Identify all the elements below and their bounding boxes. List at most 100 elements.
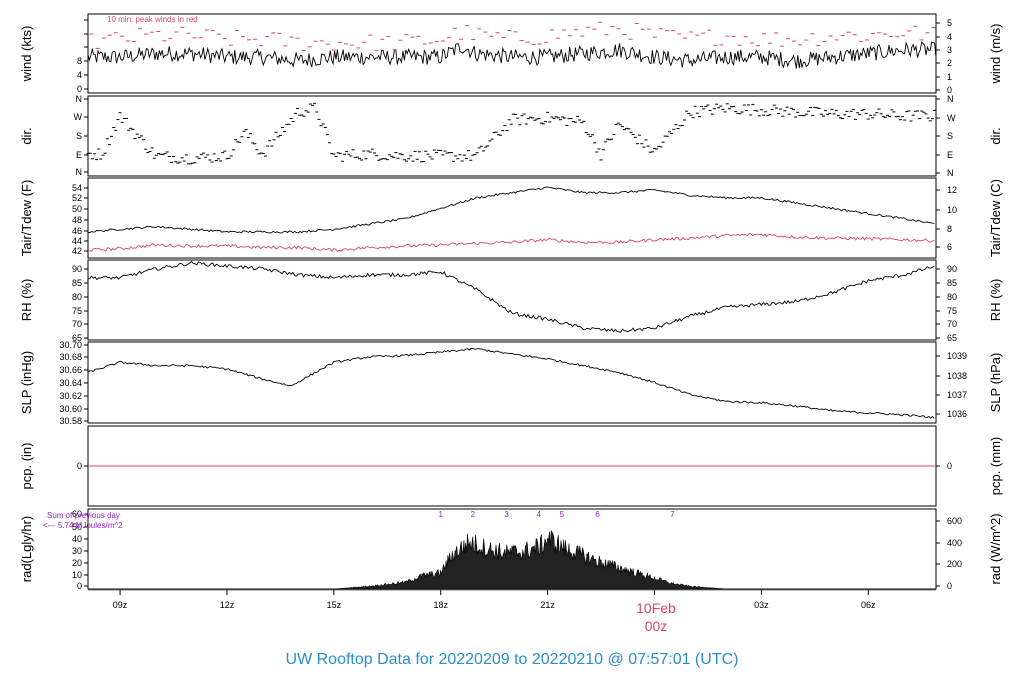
temp-left-tick-label: 54 (72, 183, 82, 193)
time-tick-label: 21z (540, 600, 555, 610)
dir-right-tick-label: N (947, 94, 954, 104)
rh-left-tick-label: 65 (72, 333, 82, 343)
time-axis: 09z 12z 15z 18z 21z 03z 06z (88, 589, 936, 610)
rh-ylabel-right: RH (%) (988, 279, 1003, 322)
wind-left-tick-label: 8 (77, 56, 82, 66)
hour-mark-label: 7 (670, 510, 675, 519)
rh-right-tick-label: 75 (947, 306, 957, 316)
temp-left-tick-label: 52 (72, 193, 82, 203)
rad-left-tick-label: 50 (72, 522, 82, 532)
rh-right-tick-label: 70 (947, 319, 957, 329)
rh-ylabel-left: RH (%) (19, 279, 34, 322)
time-tick-label: 15z (327, 600, 342, 610)
dir-left-tick-label: S (76, 131, 82, 141)
rad-note-line1: Sum of previous day (47, 511, 120, 520)
hour-mark-label: 3 (504, 510, 509, 519)
slp-left-tick-label: 30.64 (59, 378, 82, 388)
date-sub-label: 00z (645, 618, 668, 634)
wind-left-tick-label: 0 (77, 84, 82, 94)
pcp-ylabel-left: pcp. (in) (19, 443, 34, 490)
time-tick-label: 06z (861, 600, 876, 610)
temp-left-tick-label: 44 (72, 236, 82, 246)
temp-ylabel-left: Tair/Tdew (F) (19, 180, 34, 257)
temp-left-tick-label: 46 (72, 226, 82, 236)
pressure-line (87, 347, 935, 419)
rh-right-tick-label: 80 (947, 292, 957, 302)
rad-right-tick-label: 400 (947, 538, 962, 548)
rad-left-tick-label: 30 (72, 546, 82, 556)
slp-left-tick-label: 30.60 (59, 404, 82, 414)
wind-right-tick-label: 3 (947, 45, 952, 55)
air-temperature-line (87, 186, 935, 234)
slp-right-tick-label: 1036 (947, 409, 967, 419)
dir-left-tick-label: W (74, 112, 83, 122)
rad-right-tick-label: 200 (947, 559, 962, 569)
rh-right-tick-label: 90 (947, 264, 957, 274)
rh-frame (87, 259, 937, 341)
time-tick-label: 18z (433, 600, 448, 610)
rad-right-tick-label: 600 (947, 516, 962, 526)
dewpoint-line (87, 233, 935, 253)
temp-ylabel-right: Tair/Tdew (C) (988, 179, 1003, 257)
dir-left-tick-label: N (76, 94, 83, 104)
slp-panel: 30.58 30.60 30.62 30.64 30.66 30.68 30.70 1036 1… (19, 340, 1003, 426)
rh-right-tick-label: 65 (947, 333, 957, 343)
relative-humidity-line (87, 260, 935, 333)
dir-left-tick-label: E (76, 150, 82, 160)
rad-ylabel-left: rad(Lgly/hr) (19, 516, 34, 582)
hour-mark-label: 2 (471, 510, 476, 519)
wind-ylabel-left: wind (kts) (19, 26, 34, 83)
rh-panel: 65 70 75 80 85 90 65 70 75 80 85 90 RH (%) RH (%) (19, 259, 1003, 343)
temp-frame (87, 177, 937, 259)
wind-right-tick-label: 0 (947, 85, 952, 95)
slp-right-tick-label: 1039 (947, 351, 967, 361)
slp-right-tick-label: 1038 (947, 371, 967, 381)
rh-left-tick-label: 75 (72, 306, 82, 316)
pcp-ylabel-right: pcp. (mm) (988, 437, 1003, 496)
pcp-right-tick-label: 0 (947, 461, 952, 471)
slp-left-tick-label: 30.70 (59, 340, 82, 350)
slp-frame (87, 341, 937, 424)
temp-left-tick-label: 48 (72, 215, 82, 225)
rad-left-tick-label: 20 (72, 558, 82, 568)
rh-left-tick-label: 70 (72, 319, 82, 329)
rad-left-tick-label: 0 (77, 581, 82, 591)
wind-right-tick-label: 4 (947, 32, 952, 42)
rad-ylabel-right: rad (W/m^2) (988, 513, 1003, 584)
pcp-panel: 0 0 pcp. (in) pcp. (mm) (19, 425, 1003, 507)
wind-right-tick-label: 2 (947, 58, 952, 68)
slp-left-tick-label: 30.62 (59, 391, 82, 401)
rad-left-tick-label: 10 (72, 570, 82, 580)
hour-mark-label: 5 (560, 510, 565, 519)
rh-left-tick-label: 80 (72, 292, 82, 302)
time-tick-label: 03z (754, 600, 769, 610)
rad-right-tick-label: 0 (947, 581, 952, 591)
slp-ylabel-right: SLP (hPa) (988, 353, 1003, 413)
wind-right-tick-label: 5 (947, 18, 952, 28)
wind-panel: 0 4 8 0 1 2 3 4 5 wind (kts) wind (m/s) (19, 13, 1003, 95)
dir-left-tick-label: N (76, 167, 83, 177)
dir-right-tick-label: E (947, 150, 953, 160)
temp-left-tick-label: 50 (72, 204, 82, 214)
rad-left-tick-label: 40 (72, 534, 82, 544)
slp-left-tick-label: 30.66 (59, 365, 82, 375)
radiation-area (333, 530, 726, 590)
temp-right-tick-label: 10 (947, 205, 957, 215)
slp-left-tick-label: 30.68 (59, 352, 82, 362)
time-tick-label: 12z (220, 600, 235, 610)
date-label: 10Feb (636, 600, 676, 616)
slp-left-tick-label: 30.58 (59, 416, 82, 426)
temp-right-tick-label: 6 (947, 242, 952, 252)
page-title: UW Rooftop Data for 20220209 to 20220210… (286, 651, 739, 668)
dir-right-tick-label: N (947, 168, 954, 178)
rh-right-tick-label: 85 (947, 278, 957, 288)
rad-left-tick-label: 60 (72, 509, 82, 519)
slp-right-tick-label: 1037 (947, 390, 967, 400)
dir-ylabel-left: dir. (19, 127, 34, 144)
temp-left-tick-label: 42 (72, 246, 82, 256)
pcp-left-tick-label: 0 (77, 461, 82, 471)
wind-left-tick-label: 4 (77, 70, 82, 80)
